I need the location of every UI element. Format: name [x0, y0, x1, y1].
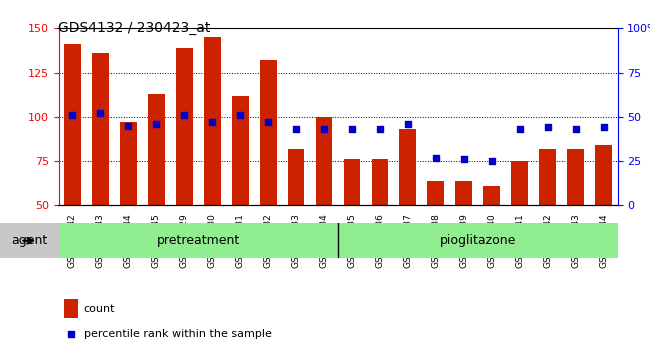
Point	[347, 126, 358, 132]
Bar	[512, 161, 528, 205]
Point	[207, 119, 217, 125]
Bar	[400, 129, 416, 205]
Point	[95, 110, 105, 116]
Bar	[372, 159, 388, 205]
Point	[599, 125, 609, 130]
Text: percentile rank within the sample: percentile rank within the sample	[84, 329, 272, 339]
Bar	[288, 149, 304, 205]
Point	[124, 123, 134, 129]
Bar	[148, 94, 164, 205]
Point	[66, 331, 77, 336]
Point	[486, 158, 497, 164]
Point	[318, 126, 329, 132]
Bar	[176, 48, 192, 205]
Point	[375, 126, 385, 132]
Point	[151, 121, 161, 127]
Point	[402, 121, 413, 127]
Point	[515, 126, 525, 132]
Bar	[484, 186, 500, 205]
Bar	[567, 149, 584, 205]
Point	[571, 126, 581, 132]
Point	[67, 112, 78, 118]
Point	[431, 155, 441, 160]
Bar	[595, 145, 612, 205]
Bar	[64, 299, 78, 318]
Bar	[540, 149, 556, 205]
Text: agent: agent	[12, 234, 48, 247]
Point	[542, 125, 552, 130]
Bar	[344, 159, 360, 205]
Point	[291, 126, 302, 132]
Bar	[120, 122, 136, 205]
Point	[179, 112, 190, 118]
Text: count: count	[84, 304, 115, 314]
Point	[459, 156, 469, 162]
Text: pioglitazone: pioglitazone	[439, 234, 516, 247]
Text: GDS4132 / 230423_at: GDS4132 / 230423_at	[58, 21, 211, 35]
Point	[263, 119, 273, 125]
FancyBboxPatch shape	[58, 223, 338, 258]
FancyBboxPatch shape	[0, 223, 58, 258]
Bar	[428, 181, 444, 205]
Bar	[64, 44, 81, 205]
Bar	[260, 60, 276, 205]
Text: pretreatment: pretreatment	[157, 234, 240, 247]
Bar	[456, 181, 472, 205]
Bar	[316, 117, 332, 205]
Bar	[92, 53, 109, 205]
Point	[235, 112, 246, 118]
Bar	[232, 96, 248, 205]
Bar	[204, 37, 220, 205]
FancyBboxPatch shape	[338, 223, 618, 258]
